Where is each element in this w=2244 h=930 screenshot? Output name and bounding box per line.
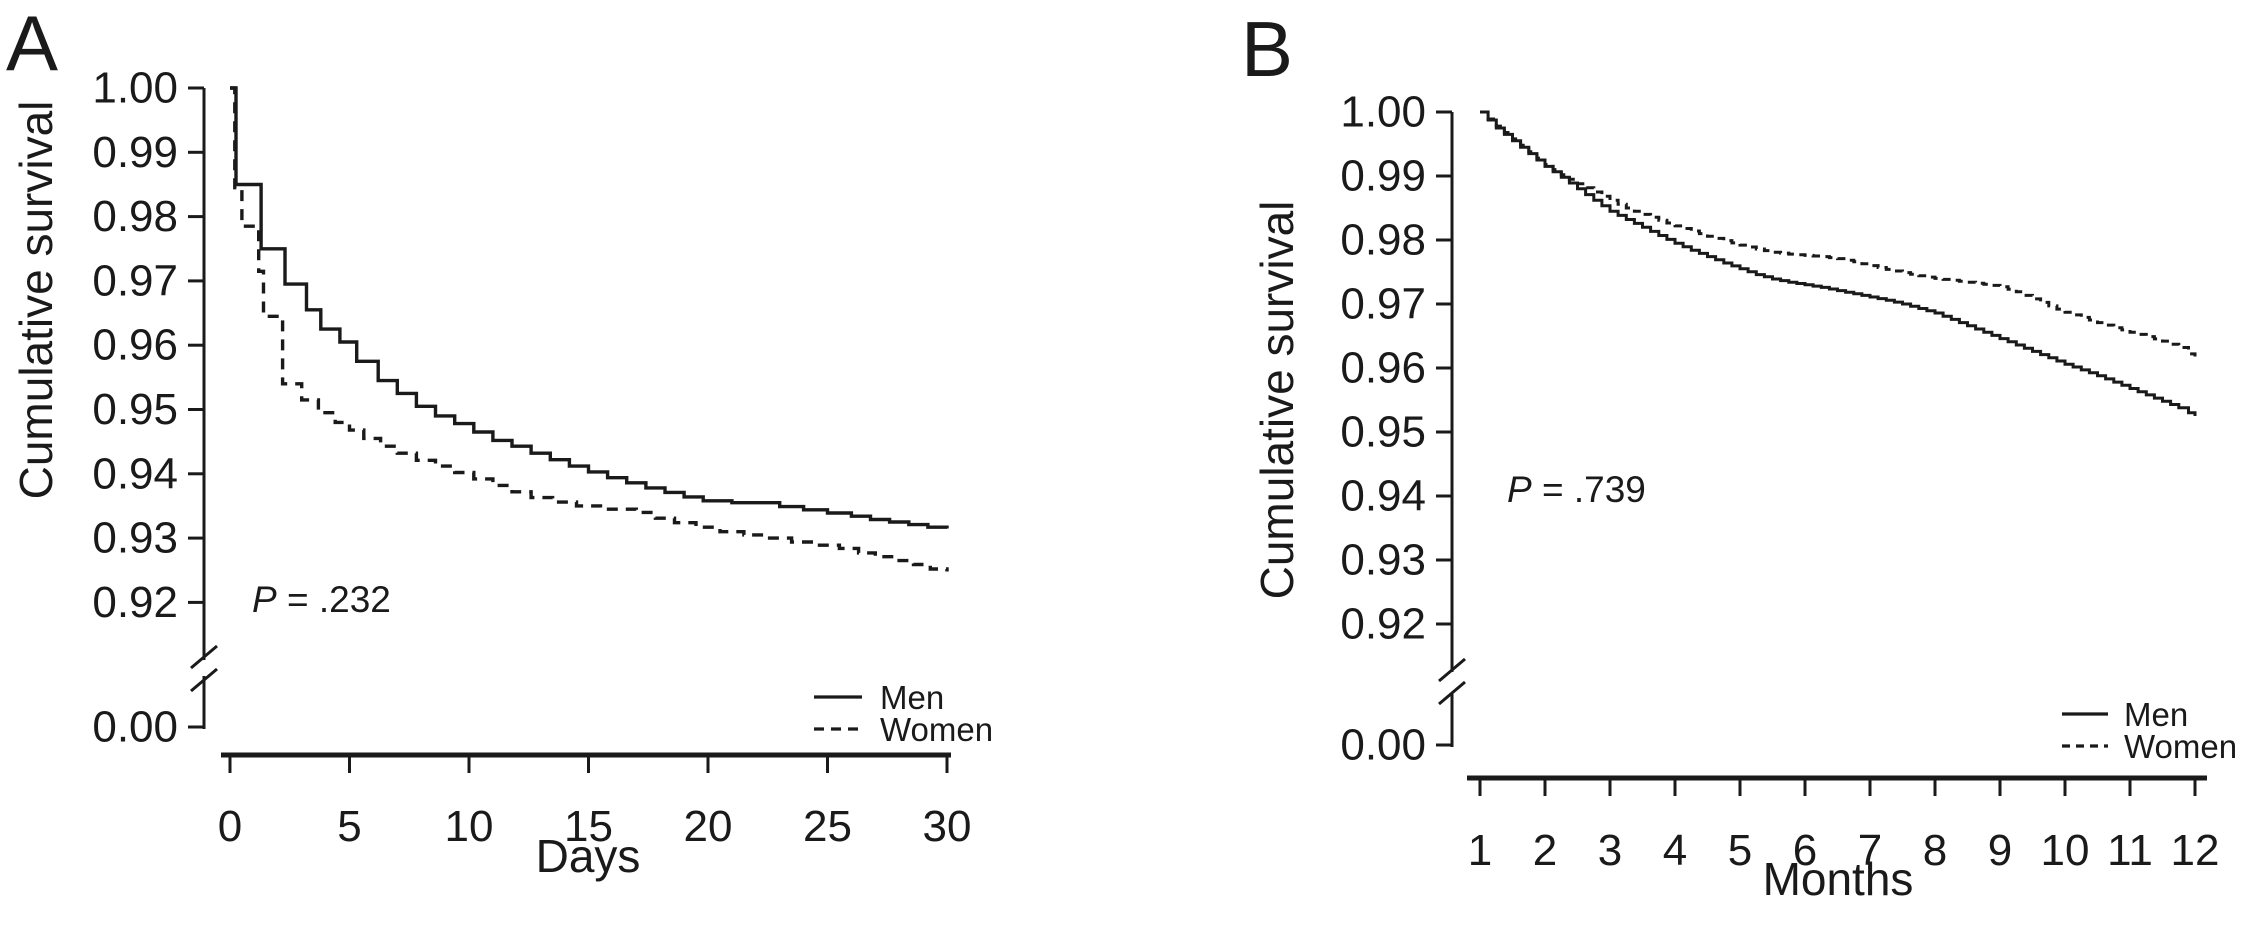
y-tick-label: 0.93 [92, 514, 178, 563]
panel-b-legend-men-label: Men [2124, 696, 2188, 733]
x-tick-label: 4 [1663, 826, 1687, 875]
survival-curve-men [1480, 110, 2197, 416]
y-tick-label: 0.95 [92, 385, 178, 434]
x-tick-label: 12 [2171, 826, 2220, 875]
panel-a-y-axis-title: Cumulative survival [10, 101, 62, 500]
panel-a-legend-women-label: Women [880, 711, 993, 748]
panel-b: B Cumulative survival 1.00 0.99 0.98 0.97 0.… [1241, 5, 2237, 905]
x-tick-label: 7 [1858, 826, 1882, 875]
y-tick-label: 0.92 [1340, 600, 1426, 649]
x-tick-label: 2 [1533, 826, 1557, 875]
panel-a-axes: 1.00 0.99 0.98 0.97 0.96 0.95 0.94 0.93 0.92 0.00… [92, 64, 971, 852]
survival-curve-women [1480, 110, 2197, 357]
x-tick-label: 8 [1923, 826, 1947, 875]
panel-b-y-axis-title: Cumulative survival [1251, 201, 1303, 600]
panel-a-legend-men-label: Men [880, 679, 944, 716]
y-tick-label: 0.95 [1340, 408, 1426, 457]
y-tick-label: 0.97 [1340, 280, 1426, 329]
x-tick-label: 5 [1728, 826, 1752, 875]
panel-b-letter: B [1241, 5, 1293, 93]
x-tick-label: 25 [803, 802, 852, 851]
x-tick-label: 15 [564, 802, 613, 851]
x-tick-label: 9 [1988, 826, 2012, 875]
y-tick-label: 0.98 [1340, 216, 1426, 265]
y-axis-break-mark [1438, 657, 1466, 683]
panel-a-letter: A [6, 0, 58, 87]
panel-b-p-value: P = .739 [1507, 469, 1646, 510]
panel-b-curves [1480, 110, 2197, 416]
x-tick-label: 20 [684, 802, 733, 851]
y-tick-label: 0.99 [92, 128, 178, 177]
y-tick-label: 1.00 [1340, 88, 1426, 137]
survival-curve-men [230, 86, 949, 529]
panel-b-legend: Men Women [2062, 696, 2237, 765]
y-tick-label: 0.94 [92, 449, 178, 498]
x-tick-label: 11 [2107, 826, 2153, 875]
y-tick-label: 0.97 [92, 256, 178, 305]
y-axis-break-mark [1438, 680, 1466, 706]
panel-a: A Cumulative survival 1.00 0.99 0.98 0.97 0.… [6, 0, 993, 882]
panel-a-legend: Men Women [814, 679, 993, 748]
y-tick-label: 0.98 [92, 192, 178, 241]
y-tick-label: 0.96 [1340, 344, 1426, 393]
x-tick-label: 30 [923, 802, 972, 851]
panel-b-x-axis-title: Months [1763, 853, 1914, 905]
panel-b-axes: 1.00 0.99 0.98 0.97 0.96 0.95 0.94 0.93 0.92 0.00… [1340, 88, 2219, 876]
panel-a-p-value: P = .232 [252, 579, 391, 620]
y-tick-label: 0.92 [92, 578, 178, 627]
x-tick-label: 3 [1598, 826, 1622, 875]
y-axis-break-mark [190, 667, 218, 693]
panel-a-curves [230, 86, 949, 572]
y-tick-label: 0.99 [1340, 152, 1426, 201]
x-tick-label: 0 [218, 802, 242, 851]
x-tick-label: 6 [1793, 826, 1817, 875]
y-tick-label: 1.00 [92, 64, 178, 113]
survival-curve-women [230, 86, 949, 572]
y-tick-label: 0.93 [1340, 536, 1426, 585]
y-axis-break-mark [190, 644, 218, 670]
y-tick-label-zero: 0.00 [1340, 721, 1426, 770]
y-tick-label-zero: 0.00 [92, 703, 178, 752]
x-tick-label: 10 [445, 802, 494, 851]
panel-a-x-axis-title: Days [536, 830, 641, 882]
x-tick-label: 5 [337, 802, 361, 851]
x-tick-label: 1 [1468, 826, 1492, 875]
y-tick-label: 0.96 [92, 321, 178, 370]
x-tick-label: 10 [2041, 826, 2090, 875]
panel-b-legend-women-label: Women [2124, 728, 2237, 765]
y-tick-label: 0.94 [1340, 472, 1426, 521]
